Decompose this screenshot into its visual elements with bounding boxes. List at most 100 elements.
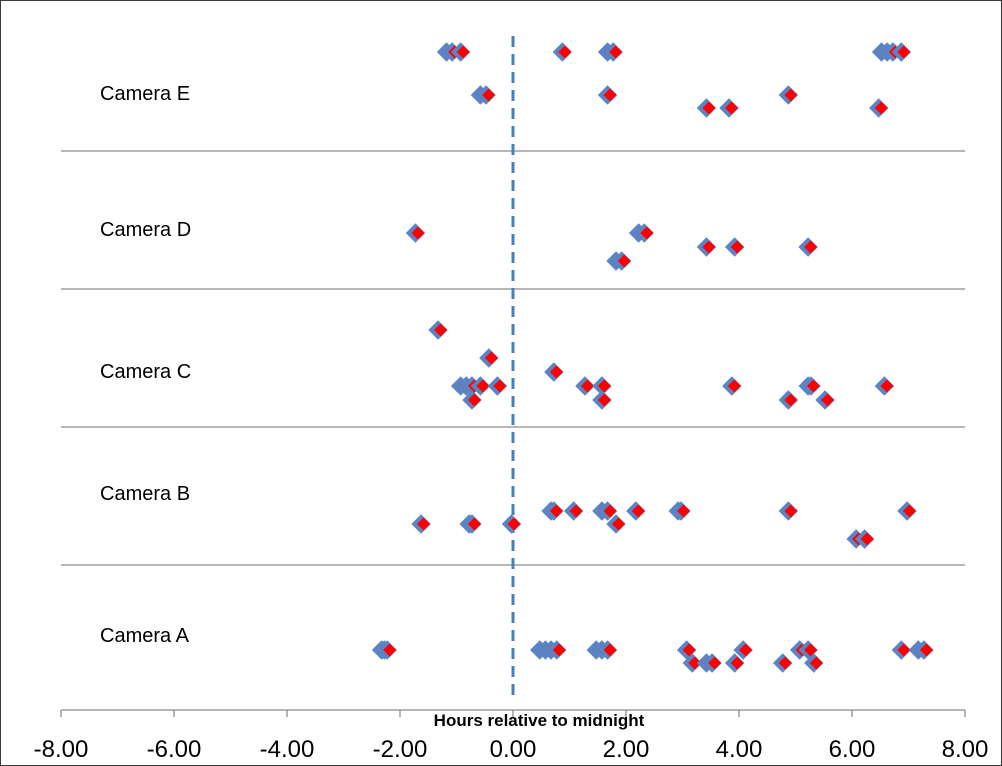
point-marker — [558, 45, 572, 59]
data-point — [501, 514, 522, 534]
point-marker — [580, 379, 594, 393]
point-marker — [597, 379, 611, 393]
data-point — [676, 640, 697, 660]
data-point — [682, 653, 703, 673]
point-marker — [434, 323, 448, 337]
data-point — [804, 653, 824, 673]
point-marker — [476, 379, 490, 393]
data-point — [611, 251, 632, 271]
point-marker — [784, 393, 798, 407]
data-point — [606, 514, 626, 534]
data-point — [377, 640, 397, 660]
row-label: Camera C — [100, 361, 191, 383]
data-point — [487, 376, 508, 396]
point-marker — [482, 88, 496, 102]
data-point — [450, 42, 471, 62]
data-point — [563, 501, 584, 521]
point-marker — [897, 45, 911, 59]
data-point — [891, 640, 912, 660]
point-marker — [919, 643, 933, 657]
x-tick-label: -6.00 — [147, 736, 202, 763]
x-tick-label: -2.00 — [373, 736, 428, 763]
x-tick-label: -8.00 — [34, 736, 89, 763]
point-marker — [860, 532, 874, 546]
point-marker — [730, 240, 744, 254]
data-point — [626, 501, 646, 521]
data-point — [597, 85, 618, 105]
data-point — [724, 653, 745, 673]
point-marker — [411, 226, 425, 240]
data-point — [552, 42, 573, 62]
data-point — [671, 501, 691, 521]
data-point — [778, 390, 799, 410]
point-marker — [549, 365, 563, 379]
data-point — [544, 362, 564, 382]
data-point — [733, 640, 753, 660]
point-marker — [631, 504, 645, 518]
data-point — [869, 98, 889, 118]
data-point — [874, 376, 895, 396]
data-point — [603, 42, 623, 62]
point-marker — [725, 101, 739, 115]
point-marker — [806, 379, 820, 393]
point-marker — [739, 643, 753, 657]
data-point — [634, 223, 654, 243]
row-separators — [61, 150, 965, 566]
point-marker — [507, 517, 521, 531]
row-label: Camera B — [100, 483, 190, 505]
point-marker — [809, 656, 823, 670]
point-marker — [702, 240, 716, 254]
point-marker — [874, 101, 888, 115]
x-axis-title: Hours relative to midnight — [434, 711, 645, 730]
data-point — [696, 98, 717, 118]
point-marker — [804, 240, 818, 254]
row-label: Camera A — [100, 625, 190, 647]
point-marker — [640, 226, 654, 240]
row-labels: Camera E Camera D Camera C Camera B Camera A — [100, 83, 191, 647]
data-point — [428, 320, 448, 340]
point-marker — [569, 504, 583, 518]
x-tick-label: 0.00 — [490, 736, 537, 763]
point-marker — [702, 101, 716, 115]
point-marker — [688, 656, 702, 670]
point-marker — [417, 517, 431, 531]
data-point — [815, 390, 835, 410]
data-point — [772, 653, 793, 673]
data-point — [544, 501, 564, 521]
data-point — [405, 223, 426, 243]
point-marker — [383, 643, 397, 657]
point-marker — [467, 393, 481, 407]
data-point — [411, 514, 431, 534]
data-point — [798, 640, 818, 660]
data-point — [462, 390, 482, 410]
point-marker — [617, 254, 631, 268]
data-point — [696, 237, 717, 257]
data-points — [371, 42, 934, 673]
data-point — [897, 501, 917, 521]
data-point — [722, 376, 742, 396]
data-point — [854, 529, 875, 549]
data-point — [801, 376, 821, 396]
point-marker — [708, 656, 722, 670]
x-tick-label: 4.00 — [716, 736, 763, 763]
point-marker — [677, 504, 690, 518]
x-tick-label: 8.00 — [942, 736, 989, 763]
point-marker — [456, 45, 470, 59]
point-marker — [484, 351, 498, 365]
data-point — [914, 640, 934, 660]
data-point — [476, 85, 496, 105]
data-point — [778, 85, 799, 105]
data-point — [724, 237, 745, 257]
point-marker — [778, 656, 792, 670]
point-marker — [612, 517, 626, 531]
row-label: Camera E — [100, 83, 190, 105]
point-marker — [821, 393, 835, 407]
x-tick-label: 6.00 — [829, 736, 876, 763]
data-point — [597, 640, 618, 660]
data-point — [798, 237, 818, 257]
point-marker — [597, 393, 611, 407]
x-tick-label: -4.00 — [260, 736, 315, 763]
data-point — [719, 98, 739, 118]
point-marker — [804, 643, 818, 657]
data-point — [470, 376, 491, 396]
